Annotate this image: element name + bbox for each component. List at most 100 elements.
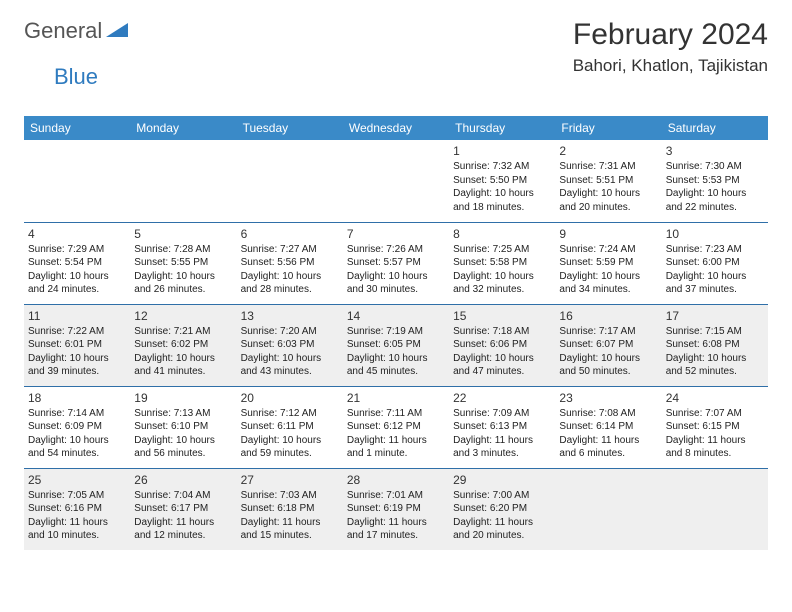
day-cell: 9Sunrise: 7:24 AMSunset: 5:59 PMDaylight… xyxy=(555,222,661,304)
day-cell: 4Sunrise: 7:29 AMSunset: 5:54 PMDaylight… xyxy=(24,222,130,304)
day-cell: 24Sunrise: 7:07 AMSunset: 6:15 PMDayligh… xyxy=(662,386,768,468)
day-cell: 29Sunrise: 7:00 AMSunset: 6:20 PMDayligh… xyxy=(449,468,555,550)
daylight-line: Daylight: 10 hours and 18 minutes. xyxy=(453,187,551,214)
daylight-line: Daylight: 10 hours and 43 minutes. xyxy=(241,352,339,379)
sunset-line: Sunset: 6:12 PM xyxy=(347,420,445,434)
week-row: 18Sunrise: 7:14 AMSunset: 6:09 PMDayligh… xyxy=(24,386,768,468)
sunset-line: Sunset: 6:02 PM xyxy=(134,338,232,352)
sunrise-line: Sunrise: 7:19 AM xyxy=(347,325,445,339)
sunset-line: Sunset: 6:10 PM xyxy=(134,420,232,434)
sunset-line: Sunset: 6:07 PM xyxy=(559,338,657,352)
day-number: 24 xyxy=(666,390,764,406)
day-header: Sunday xyxy=(24,116,130,140)
day-number: 4 xyxy=(28,226,126,242)
day-number: 16 xyxy=(559,308,657,324)
day-cell: 10Sunrise: 7:23 AMSunset: 6:00 PMDayligh… xyxy=(662,222,768,304)
empty-cell xyxy=(130,140,236,222)
day-cell: 15Sunrise: 7:18 AMSunset: 6:06 PMDayligh… xyxy=(449,304,555,386)
day-cell: 22Sunrise: 7:09 AMSunset: 6:13 PMDayligh… xyxy=(449,386,555,468)
day-cell: 21Sunrise: 7:11 AMSunset: 6:12 PMDayligh… xyxy=(343,386,449,468)
sunrise-line: Sunrise: 7:11 AM xyxy=(347,407,445,421)
sunrise-line: Sunrise: 7:04 AM xyxy=(134,489,232,503)
day-header: Thursday xyxy=(449,116,555,140)
calendar-header-row: SundayMondayTuesdayWednesdayThursdayFrid… xyxy=(24,116,768,140)
daylight-line: Daylight: 10 hours and 34 minutes. xyxy=(559,270,657,297)
empty-cell xyxy=(24,140,130,222)
day-cell: 25Sunrise: 7:05 AMSunset: 6:16 PMDayligh… xyxy=(24,468,130,550)
day-number: 14 xyxy=(347,308,445,324)
sunrise-line: Sunrise: 7:01 AM xyxy=(347,489,445,503)
day-header: Tuesday xyxy=(237,116,343,140)
sunset-line: Sunset: 6:09 PM xyxy=(28,420,126,434)
sunrise-line: Sunrise: 7:07 AM xyxy=(666,407,764,421)
daylight-line: Daylight: 11 hours and 17 minutes. xyxy=(347,516,445,543)
day-number: 12 xyxy=(134,308,232,324)
day-cell: 6Sunrise: 7:27 AMSunset: 5:56 PMDaylight… xyxy=(237,222,343,304)
day-number: 7 xyxy=(347,226,445,242)
daylight-line: Daylight: 10 hours and 45 minutes. xyxy=(347,352,445,379)
day-cell: 26Sunrise: 7:04 AMSunset: 6:17 PMDayligh… xyxy=(130,468,236,550)
daylight-line: Daylight: 10 hours and 54 minutes. xyxy=(28,434,126,461)
day-number: 26 xyxy=(134,472,232,488)
sunset-line: Sunset: 6:20 PM xyxy=(453,502,551,516)
day-cell: 12Sunrise: 7:21 AMSunset: 6:02 PMDayligh… xyxy=(130,304,236,386)
sunrise-line: Sunrise: 7:21 AM xyxy=(134,325,232,339)
sunset-line: Sunset: 5:51 PM xyxy=(559,174,657,188)
day-number: 19 xyxy=(134,390,232,406)
sunset-line: Sunset: 5:58 PM xyxy=(453,256,551,270)
sunset-line: Sunset: 6:06 PM xyxy=(453,338,551,352)
daylight-line: Daylight: 10 hours and 26 minutes. xyxy=(134,270,232,297)
sunrise-line: Sunrise: 7:25 AM xyxy=(453,243,551,257)
day-cell: 1Sunrise: 7:32 AMSunset: 5:50 PMDaylight… xyxy=(449,140,555,222)
daylight-line: Daylight: 10 hours and 56 minutes. xyxy=(134,434,232,461)
sunset-line: Sunset: 5:56 PM xyxy=(241,256,339,270)
sunrise-line: Sunrise: 7:31 AM xyxy=(559,160,657,174)
day-cell: 23Sunrise: 7:08 AMSunset: 6:14 PMDayligh… xyxy=(555,386,661,468)
month-title: February 2024 xyxy=(573,18,768,52)
sunrise-line: Sunrise: 7:32 AM xyxy=(453,160,551,174)
sunset-line: Sunset: 5:53 PM xyxy=(666,174,764,188)
day-number: 6 xyxy=(241,226,339,242)
day-cell: 11Sunrise: 7:22 AMSunset: 6:01 PMDayligh… xyxy=(24,304,130,386)
sunset-line: Sunset: 5:50 PM xyxy=(453,174,551,188)
day-number: 20 xyxy=(241,390,339,406)
daylight-line: Daylight: 10 hours and 24 minutes. xyxy=(28,270,126,297)
day-cell: 27Sunrise: 7:03 AMSunset: 6:18 PMDayligh… xyxy=(237,468,343,550)
sunrise-line: Sunrise: 7:09 AM xyxy=(453,407,551,421)
day-cell: 7Sunrise: 7:26 AMSunset: 5:57 PMDaylight… xyxy=(343,222,449,304)
daylight-line: Daylight: 11 hours and 12 minutes. xyxy=(134,516,232,543)
daylight-line: Daylight: 10 hours and 47 minutes. xyxy=(453,352,551,379)
day-cell: 18Sunrise: 7:14 AMSunset: 6:09 PMDayligh… xyxy=(24,386,130,468)
day-header: Friday xyxy=(555,116,661,140)
empty-cell xyxy=(343,140,449,222)
sunrise-line: Sunrise: 7:05 AM xyxy=(28,489,126,503)
daylight-line: Daylight: 11 hours and 1 minute. xyxy=(347,434,445,461)
day-cell: 3Sunrise: 7:30 AMSunset: 5:53 PMDaylight… xyxy=(662,140,768,222)
sunset-line: Sunset: 6:08 PM xyxy=(666,338,764,352)
sunrise-line: Sunrise: 7:15 AM xyxy=(666,325,764,339)
day-number: 21 xyxy=(347,390,445,406)
sunset-line: Sunset: 6:16 PM xyxy=(28,502,126,516)
day-cell: 19Sunrise: 7:13 AMSunset: 6:10 PMDayligh… xyxy=(130,386,236,468)
day-number: 1 xyxy=(453,143,551,159)
day-cell: 16Sunrise: 7:17 AMSunset: 6:07 PMDayligh… xyxy=(555,304,661,386)
daylight-line: Daylight: 10 hours and 37 minutes. xyxy=(666,270,764,297)
day-cell: 14Sunrise: 7:19 AMSunset: 6:05 PMDayligh… xyxy=(343,304,449,386)
logo-word2: Blue xyxy=(54,64,98,89)
sunset-line: Sunset: 6:00 PM xyxy=(666,256,764,270)
sunset-line: Sunset: 6:01 PM xyxy=(28,338,126,352)
day-number: 28 xyxy=(347,472,445,488)
day-number: 27 xyxy=(241,472,339,488)
sunset-line: Sunset: 6:18 PM xyxy=(241,502,339,516)
day-header: Saturday xyxy=(662,116,768,140)
calendar-table: SundayMondayTuesdayWednesdayThursdayFrid… xyxy=(24,116,768,550)
daylight-line: Daylight: 10 hours and 59 minutes. xyxy=(241,434,339,461)
daylight-line: Daylight: 11 hours and 8 minutes. xyxy=(666,434,764,461)
empty-cell xyxy=(662,468,768,550)
daylight-line: Daylight: 11 hours and 20 minutes. xyxy=(453,516,551,543)
sunset-line: Sunset: 6:17 PM xyxy=(134,502,232,516)
day-number: 9 xyxy=(559,226,657,242)
day-number: 10 xyxy=(666,226,764,242)
logo-triangle-icon xyxy=(106,21,128,42)
day-cell: 20Sunrise: 7:12 AMSunset: 6:11 PMDayligh… xyxy=(237,386,343,468)
